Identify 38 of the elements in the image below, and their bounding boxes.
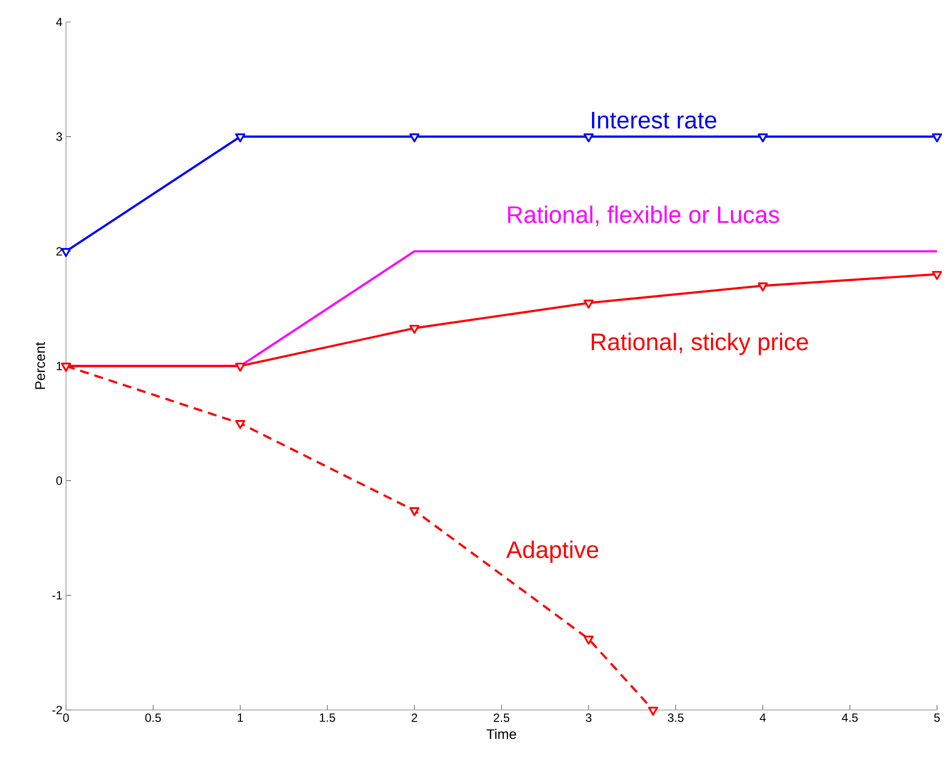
x-tick-label: 3.5 — [668, 714, 684, 722]
x-tick-label: 2.5 — [494, 714, 510, 722]
x-tick-label: 3 — [586, 714, 592, 722]
point — [235, 420, 246, 429]
series-label: Rational, sticky price — [592, 332, 808, 356]
series-label: Rational, flexible or Lucas — [508, 206, 780, 226]
point — [235, 133, 246, 142]
x-tick-label: 1 — [238, 714, 243, 722]
series-label: Adaptive — [506, 540, 598, 563]
point — [932, 270, 942, 280]
point — [584, 300, 594, 309]
x-tick-label: 2 — [412, 714, 418, 722]
point — [648, 706, 658, 716]
y-tick-label: 3 — [56, 132, 62, 141]
point — [235, 362, 246, 372]
x-tick-label: 5 — [934, 714, 940, 722]
point — [409, 324, 420, 334]
x-tick-label: 4 — [760, 714, 766, 722]
series-label: Interest rate — [592, 112, 716, 129]
x-tick-label: 0 — [63, 714, 69, 722]
y-tick-label: 1 — [56, 362, 62, 370]
x-tick-label: 1.5 — [320, 714, 336, 722]
point — [409, 507, 420, 516]
y-axis-title: Percent — [35, 342, 46, 389]
x-axis-title: Time — [486, 728, 516, 740]
point — [584, 636, 594, 645]
y-tick-label: 0 — [56, 476, 62, 485]
point — [932, 133, 942, 142]
point — [584, 133, 594, 142]
y-tick-label: 4 — [56, 18, 62, 26]
point — [409, 133, 420, 142]
y-tick-label: -2 — [52, 706, 62, 714]
x-tick-label: 4.5 — [842, 714, 858, 722]
y-tick-label: -1 — [52, 591, 62, 600]
point — [758, 282, 768, 292]
point — [758, 133, 768, 142]
y-tick-label: 2 — [56, 247, 62, 256]
x-tick-label: 0.5 — [145, 714, 161, 722]
